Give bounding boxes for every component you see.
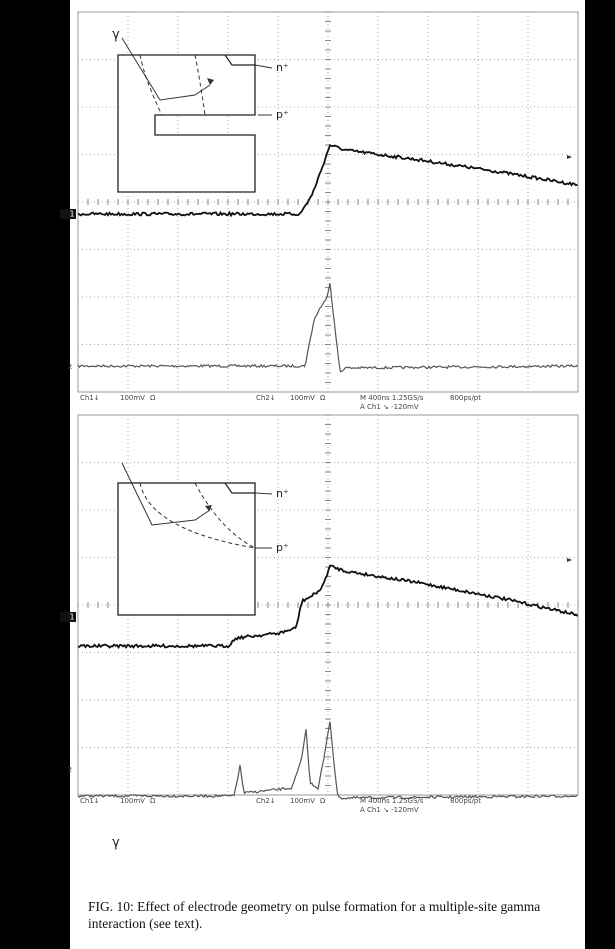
scope-label: Ch2↓ [256, 797, 276, 805]
detector [118, 55, 255, 192]
scope-label: 100mV [120, 394, 145, 402]
inset-label: γ [112, 836, 120, 851]
scope-label: 100mV [290, 797, 315, 805]
scope-label: 100mV [290, 394, 315, 402]
inset-label: p⁺ [276, 541, 289, 554]
trigger-arrow [567, 558, 572, 562]
inset-label: γ [112, 28, 120, 43]
scope-label: Ω [320, 797, 326, 805]
scope-label: 800ps/pt [450, 797, 481, 805]
trigger-arrow [567, 155, 572, 159]
scope-label: M 400ns 1.25GS/s [360, 394, 424, 402]
scope-label: 800ps/pt [450, 394, 481, 402]
scope-label: Ch1↓ [80, 797, 100, 805]
inset-label: p⁺ [276, 108, 289, 121]
scope-label: Ω [320, 394, 326, 402]
scope-label: A Ch1 ↘ -120mV [360, 806, 419, 814]
scope-label: Ω [150, 797, 156, 805]
scope-label: A Ch1 ↘ -120mV [360, 403, 419, 411]
scope-label: Ch1↓ [80, 394, 100, 402]
channel-marker: 1 [69, 613, 74, 622]
leader [255, 493, 272, 494]
inset-label: n⁺ [276, 61, 289, 74]
detector [118, 483, 255, 615]
scope-label: M 400ns 1.25GS/s [360, 797, 424, 805]
leader [255, 65, 272, 68]
channel-marker: 2 [68, 363, 72, 371]
caption: FIG. 10: Effect of electrode geometry on… [88, 898, 568, 932]
scope-label: Ω [150, 394, 156, 402]
channel-marker: 2 [68, 766, 72, 774]
scope-label: 100mV [120, 797, 145, 805]
scope-label: Ch2↓ [256, 394, 276, 402]
page: 1 2 γ n⁺ p⁺ Ch1↓ 100mV Ω Ch2↓ 100mV Ω M 400ns 1.25G… [0, 0, 615, 949]
figure: 1 2 γ n⁺ p⁺ Ch1↓ 100mV Ω Ch2↓ 100mV Ω M 400ns 1.25G… [0, 0, 615, 949]
channel-marker: 1 [69, 210, 74, 219]
inset-label: n⁺ [276, 487, 289, 500]
